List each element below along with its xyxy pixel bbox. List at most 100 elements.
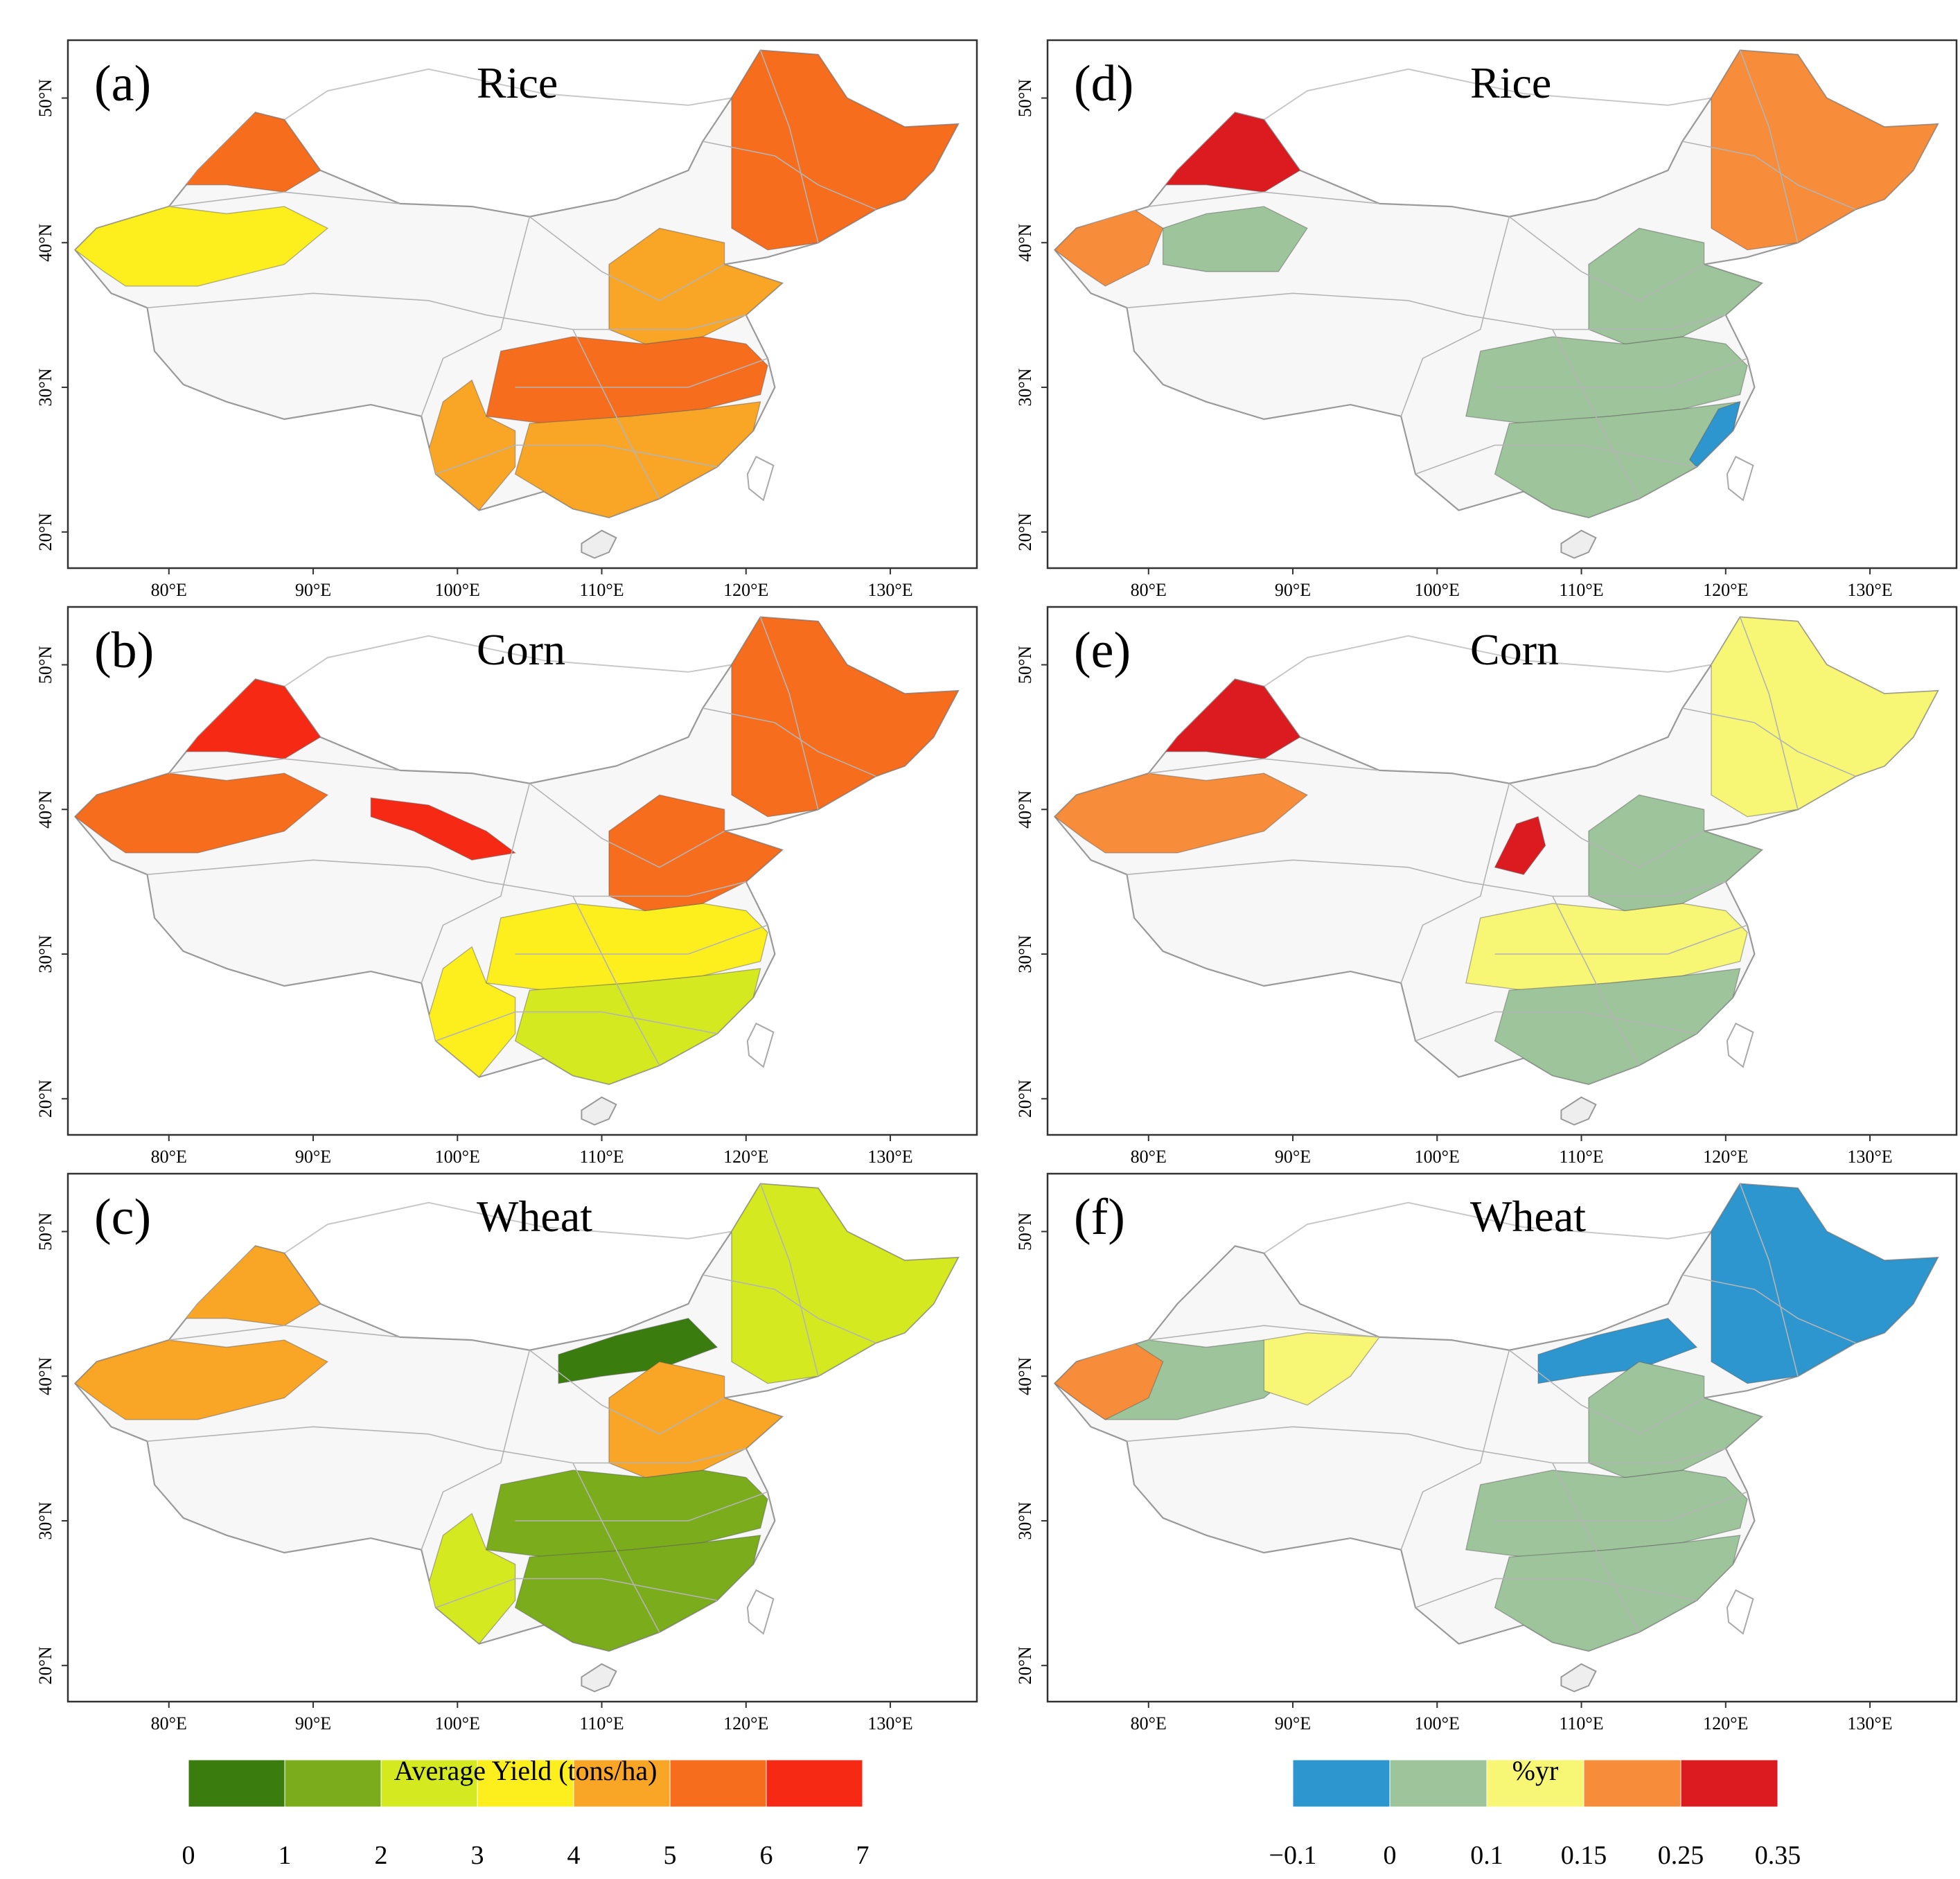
panel-frame	[67, 39, 978, 570]
legend-swatch	[188, 1759, 285, 1808]
region-north-china-plain	[608, 1361, 784, 1479]
panel-frame	[67, 606, 978, 1136]
region-northeast	[1711, 1183, 1938, 1384]
region-xinjiang-central	[1162, 206, 1308, 272]
lon-tick-label: 130°E	[1847, 1713, 1892, 1734]
region-northeast	[1711, 50, 1938, 251]
legend-label: 5	[663, 1841, 677, 1870]
panel-title: Corn	[1470, 625, 1559, 674]
region-layer	[1054, 1183, 1938, 1652]
lat-tick-label: 30°N	[1015, 1501, 1035, 1540]
region-xinjiang-east	[1263, 1332, 1381, 1406]
panel-letter: (f)	[1074, 1189, 1125, 1246]
region-inner-mongolia	[558, 1318, 718, 1384]
legend-swatch	[1292, 1759, 1390, 1808]
map-e: 80°E 90°E 100°E 110°E 120°E 130°E 20°N 30°N 40°N…	[1015, 606, 1958, 1167]
province-boundaries	[147, 617, 876, 1066]
legend-label: 0	[1383, 1841, 1397, 1870]
hainan-outline	[1560, 1096, 1597, 1126]
lon-tick-label: 120°E	[723, 580, 768, 600]
lat-tick-label: 30°N	[1015, 935, 1035, 973]
legend-swatch	[477, 1759, 574, 1808]
lon-tick-label: 120°E	[1703, 1713, 1748, 1734]
lon-tick-label: 120°E	[723, 1147, 768, 1167]
panel-letter: (a)	[94, 55, 152, 112]
lat-tick-label: 50°N	[35, 1212, 55, 1251]
lat-tick-label: 50°N	[35, 79, 55, 117]
region-north-china-plain	[1588, 227, 1763, 345]
lon-tick-label: 130°E	[867, 1147, 912, 1167]
panel-letter: (d)	[1074, 55, 1134, 112]
lon-tick-label: 80°E	[1131, 1147, 1167, 1167]
legend-label: 0.15	[1560, 1841, 1607, 1870]
panel-title: Wheat	[477, 1192, 592, 1241]
map-b: 80°E 90°E 100°E 110°E 120°E 130°E 20°N 30°N 40°N…	[35, 606, 978, 1167]
panel-frame	[1046, 1172, 1958, 1703]
region-layer	[1054, 617, 1938, 1085]
lon-tick-label: 130°E	[1847, 580, 1892, 600]
region-north-china-plain	[608, 794, 784, 912]
lat-tick-label: 30°N	[35, 935, 55, 973]
lon-tick-label: 120°E	[723, 1713, 768, 1734]
lat-tick-label: 20°N	[1015, 1646, 1035, 1684]
legend-label: 2	[374, 1841, 388, 1870]
map-a: 80°E 90°E 100°E 110°E 120°E 130°E 20°N 30°N 40°N…	[35, 39, 978, 600]
region-north-china-plain	[608, 227, 784, 345]
map-c: 80°E 90°E 100°E 110°E 120°E 130°E 20°N 30°N 40°N…	[35, 1172, 978, 1734]
lon-tick-label: 130°E	[867, 1713, 912, 1734]
region-xinjiang-north	[175, 1245, 321, 1326]
lat-tick-label: 20°N	[35, 513, 55, 551]
region-northeast	[1711, 617, 1938, 818]
lon-tick-label: 110°E	[579, 1147, 624, 1167]
lon-tick-label: 100°E	[435, 580, 480, 600]
lat-tick-label: 30°N	[35, 368, 55, 406]
lon-tick-label: 110°E	[579, 580, 624, 600]
province-boundaries	[147, 1183, 876, 1633]
region-north-china-plain	[1588, 1361, 1763, 1479]
lon-tick-label: 90°E	[295, 580, 331, 600]
lat-tick-label: 30°N	[1015, 368, 1035, 406]
taiwan-outline	[1726, 1022, 1754, 1068]
lon-tick-label: 100°E	[435, 1713, 480, 1734]
legend-label: 1	[278, 1841, 292, 1870]
lat-tick-label: 50°N	[1015, 79, 1035, 117]
province-boundaries	[1127, 50, 1856, 500]
map-panel-e: 80°E 90°E 100°E 110°E 120°E 130°E 20°N 30°N 40°N…	[1015, 606, 1958, 1167]
legend-label: 0.35	[1754, 1841, 1801, 1870]
lon-tick-label: 100°E	[1415, 580, 1460, 600]
lat-tick-label: 40°N	[1015, 223, 1035, 261]
legend-title: %yr	[1512, 1755, 1559, 1786]
taiwan-outline	[1726, 455, 1754, 502]
lon-tick-label: 100°E	[435, 1147, 480, 1167]
legend-label: 0.1	[1470, 1841, 1503, 1870]
lon-tick-label: 130°E	[867, 580, 912, 600]
hainan-outline	[1560, 1663, 1597, 1693]
hainan-outline	[1560, 529, 1597, 559]
lon-tick-label: 80°E	[1131, 1713, 1167, 1734]
hainan-outline	[581, 529, 617, 559]
legend-swatches	[188, 1759, 863, 1808]
lon-tick-label: 130°E	[1847, 1147, 1892, 1167]
legend-trend: %yr −0.1 0 0.1 0.15 0.25 0.35	[1269, 1755, 1801, 1870]
legend-swatch	[1389, 1759, 1487, 1808]
region-hexi-corridor	[370, 797, 517, 861]
taiwan-outline	[746, 1589, 775, 1635]
region-layer	[75, 617, 958, 1085]
map-panel-b: 80°E 90°E 100°E 110°E 120°E 130°E 20°N 30°N 40°N…	[35, 606, 978, 1167]
lon-tick-label: 80°E	[151, 1147, 187, 1167]
map-panel-f: 80°E 90°E 100°E 110°E 120°E 130°E 20°N 30°N 40°N…	[1015, 1172, 1958, 1734]
region-northeast	[731, 617, 958, 818]
legend-swatch	[1680, 1759, 1778, 1808]
lat-tick-label: 40°N	[35, 223, 55, 261]
lon-tick-label: 100°E	[1415, 1713, 1460, 1734]
lat-tick-label: 20°N	[35, 1646, 55, 1684]
lat-tick-label: 30°N	[35, 1501, 55, 1540]
lon-tick-label: 110°E	[1559, 1713, 1603, 1734]
legend-swatch	[669, 1759, 767, 1808]
lon-tick-label: 80°E	[151, 1713, 187, 1734]
legend-label: −0.1	[1269, 1841, 1317, 1870]
panel-title: Corn	[477, 625, 565, 674]
region-xinjiang-north	[175, 112, 321, 193]
lon-tick-label: 120°E	[1703, 1147, 1748, 1167]
lat-tick-label: 20°N	[1015, 513, 1035, 551]
